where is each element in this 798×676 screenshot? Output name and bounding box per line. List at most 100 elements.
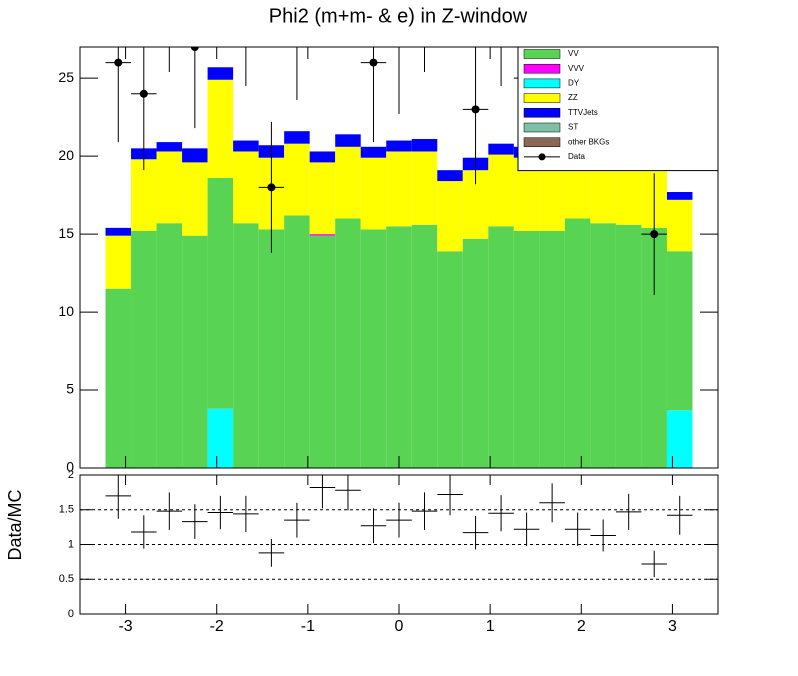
histogram-segment: [488, 226, 514, 468]
histogram-segment: [539, 159, 565, 231]
histogram-segment: [335, 134, 361, 147]
histogram-segment: [335, 218, 361, 468]
histogram-segment: [156, 151, 183, 224]
legend-swatch: [523, 78, 561, 89]
histogram-segment: [207, 67, 234, 80]
histogram-segment: [105, 227, 132, 236]
histogram-segment: [233, 223, 259, 468]
histogram-segment: [386, 151, 412, 227]
legend-label: VV: [568, 49, 579, 58]
data-point: [471, 105, 480, 114]
histogram-segment: [411, 151, 438, 225]
histogram-segment: [131, 159, 157, 231]
histogram-segment: [258, 229, 285, 468]
histogram-segment: [666, 251, 693, 411]
legend-swatch: [523, 63, 561, 74]
histogram-segment: [156, 142, 183, 152]
histogram-segment: [309, 234, 336, 236]
histogram-segment: [131, 230, 157, 468]
legend-label: DY: [568, 79, 580, 88]
y-tick-label: 25: [58, 69, 74, 85]
histogram-segment: [284, 131, 310, 144]
y-axis-label: Data/MC: [5, 489, 25, 560]
x-tick-label: -3: [118, 618, 132, 635]
histogram-segment: [233, 151, 259, 224]
y-tick-label: 20: [58, 147, 74, 163]
data-point: [267, 183, 276, 192]
y-tick-label: 1: [68, 538, 74, 550]
legend-swatch: [523, 108, 561, 118]
legend-label: VVV: [568, 64, 585, 73]
histogram-segment: [335, 146, 361, 219]
y-tick-label: 0: [66, 459, 74, 475]
x-tick-label: 2: [577, 618, 586, 635]
axes: 0 5 10 15 20 25 0 0.5 1 1.5 2 -3 -2 -1 0 1 2 3: [58, 46, 719, 635]
legend-marker: [538, 153, 546, 161]
histogram-segment: [207, 79, 234, 178]
histogram-segment: [666, 192, 693, 200]
legend-label: ZZ: [568, 93, 578, 102]
legend-label: Data: [568, 152, 585, 161]
histogram-segment: [284, 143, 310, 216]
histogram-segment: [488, 154, 514, 227]
histogram-segment: [513, 230, 540, 468]
legend-label: ST: [568, 123, 578, 132]
histogram-segment: [437, 181, 463, 252]
data-point: [114, 58, 123, 67]
x-tick-label: 1: [486, 618, 495, 635]
histogram-segment: [182, 235, 208, 468]
y-tick-label: 0.5: [59, 573, 74, 585]
y-tick-label: 15: [58, 225, 74, 241]
chart-title: Phi2 (m+m- & e) in Z-window: [269, 5, 528, 27]
x-tick-label: 3: [668, 618, 677, 635]
histogram-segment: [488, 143, 514, 155]
legend-swatch: [523, 93, 561, 103]
y-tick-label: 2: [68, 469, 74, 481]
histogram-segment: [539, 230, 565, 468]
histogram-segment: [386, 140, 412, 152]
legend-swatch: [523, 137, 561, 147]
histogram-segment: [666, 199, 693, 252]
histogram-segment: [309, 235, 336, 468]
histogram-segment: [182, 162, 208, 236]
ratio-plot: [80, 475, 718, 580]
legend-swatch: [523, 49, 561, 59]
data-point: [369, 58, 378, 67]
histogram-segment: [411, 224, 438, 468]
histogram-segment: [182, 148, 208, 163]
y-tick-label: 0: [68, 608, 74, 620]
histogram-segment: [156, 223, 183, 468]
histogram-segment: [666, 410, 693, 468]
data-point: [139, 89, 148, 98]
data-point: [190, 47, 199, 51]
histogram-segment: [207, 177, 234, 409]
legend-swatch: [523, 122, 561, 133]
histogram-segment: [411, 138, 438, 152]
legend-label: other BKGs: [568, 137, 609, 146]
histogram-segment: [437, 251, 463, 468]
y-tick-label: 10: [58, 303, 74, 319]
histogram-segment: [207, 408, 234, 468]
y-tick-label: 1.5: [59, 504, 74, 516]
histogram-segment: [309, 162, 336, 235]
y-tick-label: 5: [66, 381, 74, 397]
histogram-segment: [564, 218, 591, 468]
histogram-segment: [615, 224, 642, 468]
histogram-segment: [462, 238, 489, 468]
histogram-segment: [590, 223, 616, 468]
x-tick-label: -2: [210, 618, 224, 635]
histogram-segment: [360, 146, 387, 158]
legend-label: TTVJets: [568, 108, 598, 117]
histogram-segment: [360, 229, 387, 468]
histogram-segment: [233, 140, 259, 152]
data-point: [650, 230, 659, 239]
histogram-segment: [360, 157, 387, 230]
x-tick-label: 0: [395, 618, 404, 635]
histogram-segment: [105, 235, 132, 289]
histogram-segment: [309, 151, 336, 163]
histogram-segment: [105, 288, 132, 468]
x-tick-label: -1: [301, 618, 315, 635]
